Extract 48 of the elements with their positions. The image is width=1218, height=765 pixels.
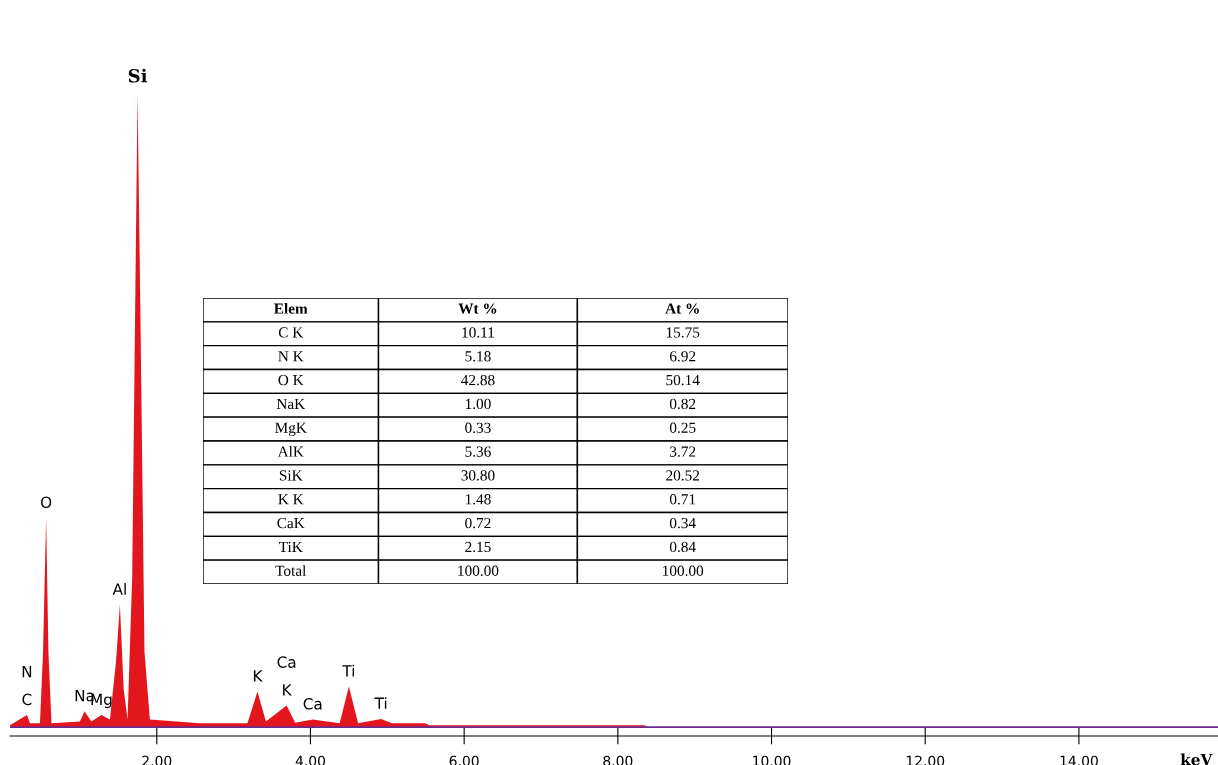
data-label: 0.34 (669, 517, 696, 529)
text: Elem (274, 302, 308, 314)
category-label: C K (278, 327, 304, 338)
category-label: CaK (277, 517, 305, 529)
data-label: 20.52 (666, 470, 700, 481)
category-label: N K (278, 351, 304, 362)
category-label: MgK (275, 422, 307, 437)
data-label: 100.00 (458, 565, 499, 576)
data-label: 5.36 (465, 446, 491, 457)
annotation: O (40, 496, 52, 508)
data-label: 3.72 (670, 446, 696, 457)
category-label: SiK (279, 470, 303, 481)
data-label: 1.48 (465, 494, 491, 505)
data-label: 10.11 (462, 327, 494, 338)
data-label: 0.72 (465, 517, 491, 529)
annotation: K (283, 684, 292, 696)
annotation: K (253, 670, 263, 682)
data-label: 0.84 (669, 541, 696, 553)
data-label: 42.88 (461, 374, 495, 386)
annotation: Ti (374, 697, 387, 709)
data-label: 30.80 (461, 470, 495, 481)
data-label: 50.14 (666, 374, 700, 386)
data-label: 0.25 (669, 422, 696, 433)
category-label: Total (275, 565, 307, 576)
annotation: Ca (277, 656, 296, 668)
data-label: 0.82 (669, 398, 696, 410)
series-label: At % (665, 303, 699, 314)
data-label: 100.00 (663, 565, 704, 576)
annotation: C (22, 693, 32, 706)
category-label: K K (278, 494, 304, 505)
annotation: Al (112, 583, 126, 595)
annotation: Ca (303, 698, 322, 710)
series-label: Wt % (458, 303, 497, 314)
data-label: 5.18 (465, 351, 491, 362)
data-label: 0.71 (669, 494, 696, 505)
category-label: O K (278, 374, 304, 386)
category-label: NaK (276, 398, 306, 410)
data-label: 15.75 (666, 327, 700, 338)
data-label: 2.15 (465, 541, 491, 553)
annotation: Ti (342, 664, 354, 677)
category-label: TiK (278, 541, 303, 552)
category-label: AlK (277, 445, 304, 457)
data-label: 6.92 (669, 351, 696, 362)
annotation: N (22, 666, 32, 678)
x-axis-title: keV (1180, 753, 1213, 765)
data-label: 1.00 (465, 398, 491, 410)
data-label: 0.33 (465, 422, 491, 433)
annotation: Si (128, 68, 148, 83)
